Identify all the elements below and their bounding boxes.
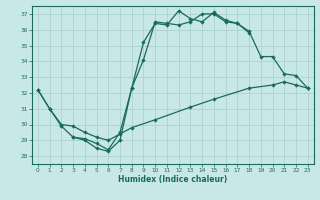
X-axis label: Humidex (Indice chaleur): Humidex (Indice chaleur) (118, 175, 228, 184)
